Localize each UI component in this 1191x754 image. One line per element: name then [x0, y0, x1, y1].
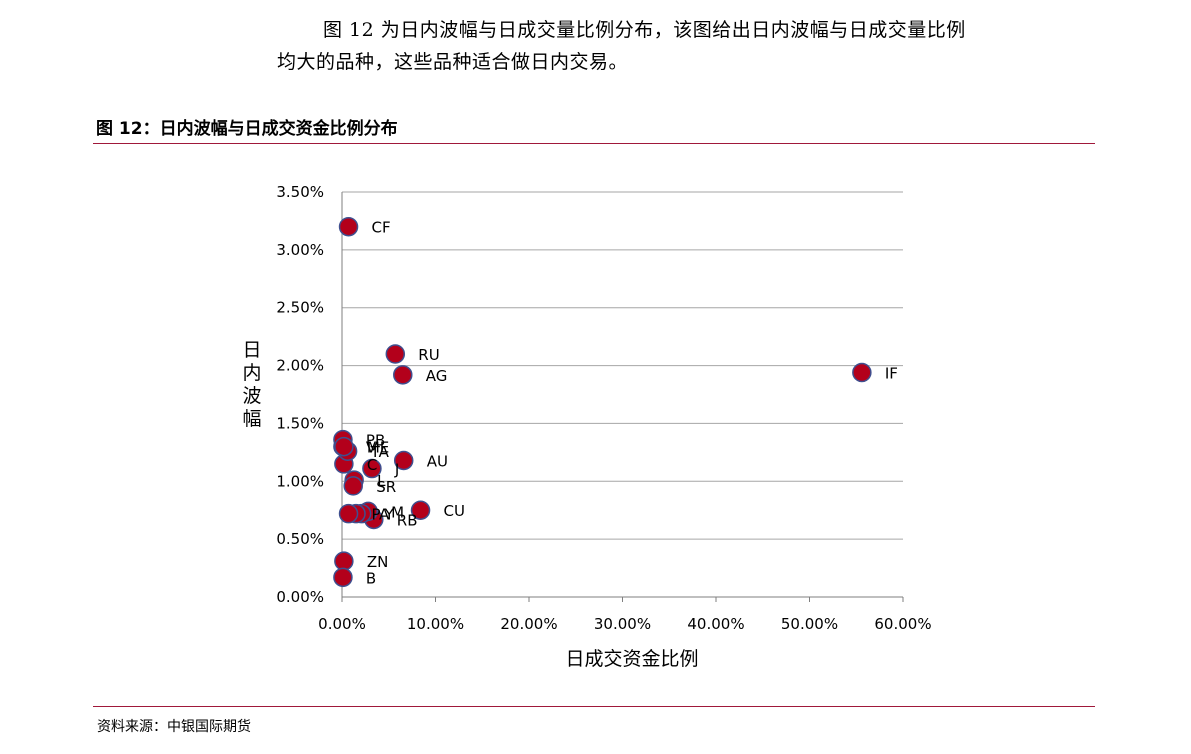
- x-tick-label: 30.00%: [594, 615, 651, 633]
- y-tick-labels: 0.00% 0.50% 1.00% 1.50% 2.00% 2.50% 3.00% 3.50%: [276, 183, 324, 606]
- x-tick-label: 10.00%: [407, 615, 464, 633]
- point-label-a: A: [379, 506, 390, 524]
- intro-line-2: 均大的品种，这些品种适合做日内交易。: [277, 51, 629, 73]
- point-label-j: J: [394, 461, 399, 479]
- point-label-zn: ZN: [367, 553, 389, 571]
- point-label-pb: PB: [366, 432, 385, 450]
- point-label-cf: CF: [372, 219, 391, 237]
- point-label-m: M: [391, 503, 404, 521]
- point-label-p: P: [372, 506, 381, 524]
- data-point-if: [852, 362, 872, 383]
- point-label-if: IF: [885, 365, 898, 383]
- point-label-v: V: [366, 439, 377, 457]
- x-tick-labels: 0.00% 10.00% 20.00% 30.00% 40.00% 50.00% 60.00…: [318, 615, 931, 633]
- data-point-zn: [334, 551, 354, 571]
- intro-text: 图 12 为日内波幅与日成交量比例分布，该图给出日内波幅与日成交量比例 均大的品…: [277, 14, 1097, 78]
- data-point-ag: [393, 365, 413, 385]
- data-point-me: [334, 436, 354, 457]
- y-tick-label: 1.00%: [276, 472, 324, 490]
- y-tick-label: 2.50%: [276, 299, 324, 317]
- point-label-ag: AG: [426, 367, 448, 385]
- x-tick-label: 50.00%: [781, 615, 838, 633]
- intro-line-1: 图 12 为日内波幅与日成交量比例分布，该图给出日内波幅与日成交量比例: [323, 19, 966, 41]
- point-label-sr: SR: [376, 478, 396, 496]
- data-point-sr: [343, 476, 363, 496]
- point-label-y: Y: [384, 506, 395, 524]
- point-label-c: C: [367, 456, 377, 474]
- point-label-l: L: [377, 472, 386, 490]
- y-axis-label: 日内波幅: [242, 339, 261, 430]
- y-tick-label: 2.00%: [276, 357, 324, 375]
- y-tick-label: 3.00%: [276, 241, 324, 259]
- x-tick-label: 40.00%: [687, 615, 744, 633]
- data-point-p: [338, 503, 359, 524]
- data-points: [333, 216, 872, 588]
- figure-title: 图 12：日内波幅与日成交资金比例分布: [96, 119, 398, 139]
- x-tick-label: 60.00%: [874, 615, 931, 633]
- x-axis-label: 日成交资金比例: [565, 648, 698, 670]
- point-label-ta: TA: [370, 443, 390, 461]
- y-tick-label: 0.00%: [276, 588, 324, 606]
- footer-divider: [93, 706, 1095, 707]
- x-tick-label: 20.00%: [500, 615, 557, 633]
- data-point-cu: [410, 500, 431, 520]
- grid-lines: [342, 191, 903, 540]
- y-tick-label: 0.50%: [276, 530, 324, 548]
- point-label-b: B: [366, 569, 376, 587]
- point-label-rb: RB: [397, 511, 418, 529]
- axes: [341, 192, 904, 602]
- data-point-au: [393, 450, 414, 471]
- data-point-ru: [385, 344, 406, 364]
- point-label-me: ME: [367, 439, 389, 457]
- data-point-cf: [338, 216, 359, 237]
- source-note: 资料来源：中银国际期货: [97, 719, 251, 735]
- x-tick-label: 0.00%: [318, 615, 366, 633]
- point-label-cu: CU: [444, 502, 465, 520]
- point-label-ru: RU: [418, 346, 439, 364]
- data-point-b: [333, 567, 353, 588]
- point-label-au: AU: [427, 452, 448, 470]
- y-tick-label: 1.50%: [276, 414, 324, 432]
- data-point-j: [362, 458, 382, 479]
- y-tick-label: 3.50%: [276, 183, 324, 201]
- title-divider: [93, 143, 1095, 144]
